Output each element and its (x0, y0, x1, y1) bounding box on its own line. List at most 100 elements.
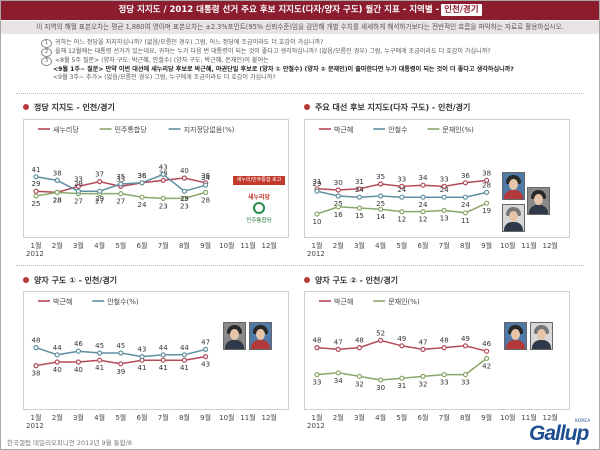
data-point (54, 189, 60, 196)
data-label: 33 (440, 379, 449, 387)
data-label: 40 (180, 167, 189, 175)
data-point (314, 188, 320, 194)
data-label: 32 (355, 380, 364, 388)
section-divider (16, 265, 584, 266)
footer-source: 한국갤럽 데일리오피니언 2012년 9월 통합/8 (7, 439, 132, 447)
data-label: 27 (95, 198, 104, 206)
month-tick-label: 10월 (500, 242, 516, 250)
month-tick-label: 4월 (375, 242, 387, 250)
data-point (356, 205, 363, 211)
data-label: 44 (159, 344, 168, 352)
data-point (399, 343, 405, 349)
data-point (335, 204, 341, 210)
month-tick-label: 2월 (51, 242, 63, 250)
data-label: 32 (419, 380, 428, 388)
month-tick-label: 11월 (521, 414, 537, 422)
legend-label: 문재인(%) (388, 297, 420, 306)
data-point (484, 177, 490, 184)
data-label: 44 (53, 344, 62, 352)
month-tick-label: 6월 (417, 242, 429, 250)
month-tick-label: 9월 (200, 242, 212, 250)
data-point (33, 188, 39, 194)
data-point (181, 195, 187, 202)
data-point (75, 188, 82, 194)
year-label: 2012 (26, 250, 44, 258)
data-point (377, 206, 384, 212)
data-label: 31 (355, 178, 364, 186)
legend-label: 민주통합당 (115, 125, 148, 134)
data-point (462, 343, 468, 349)
month-tick-label: 5월 (396, 414, 408, 422)
data-point (377, 193, 384, 199)
chart-svg: 박근혜 문재인(%) 48 47 48 52 49 47 48 49 46 33 34 32 30 31 32 3… (313, 297, 492, 392)
candidate-photo-ahn (527, 187, 550, 215)
chart-multi-candidate: 박근혜 안철수 문재인(%) 31 30 31 35 33 34 33 36 38 29 25 24 25 24… (304, 119, 570, 238)
data-point (420, 182, 426, 188)
party-logos: 새누리/민주통합 로고 새누리당 민주통합당 (233, 176, 285, 228)
data-point (75, 183, 82, 190)
legend-label: 문재인(%) (442, 125, 474, 134)
month-tick-label: 12월 (261, 242, 277, 250)
legend-label: 안철수(%) (107, 297, 139, 306)
data-point (96, 188, 103, 194)
data-point (356, 373, 363, 380)
data-label: 42 (482, 362, 491, 370)
candidate-photo-moon (502, 204, 525, 232)
data-label: 12 (397, 216, 406, 224)
data-point (314, 371, 320, 378)
photo-suit (225, 340, 244, 349)
question-text: <9월 1주~ 질문> 만약 이번 대선에 새누리당 후보로 박근혜, 야권단일… (53, 66, 514, 73)
data-label: 33 (440, 175, 449, 183)
data-point (441, 371, 447, 378)
data-label: 30 (334, 179, 343, 187)
data-point (33, 344, 39, 351)
data-point (33, 174, 39, 180)
data-label: 37 (95, 171, 104, 179)
data-label: 25 (334, 200, 343, 208)
data-label: 52 (376, 329, 385, 337)
data-label: 12 (419, 216, 428, 224)
question-text: 올해 12월에는 대통령 선거가 있는데요, 귀하는 누가 다음 번 대통령이 … (55, 48, 491, 55)
data-point (462, 180, 468, 186)
month-tick-label: 8월 (178, 242, 190, 250)
data-label: 29 (32, 180, 41, 188)
data-label: 23 (159, 202, 168, 210)
month-tick-label: 12월 (542, 242, 558, 250)
data-label: 11 (461, 217, 470, 225)
chart-svg: 박근혜 안철수(%) 38 40 40 41 39 41 41 41 43 48 44 46 45 45 43 4… (32, 297, 211, 378)
month-tick-label: 10월 (219, 414, 235, 422)
data-point (54, 359, 60, 365)
photo-suit (251, 340, 270, 349)
panel-title-two-way-2: 양자 구도 ② - 인천/경기 (304, 275, 398, 286)
photo-suit (506, 340, 525, 349)
candidate-photo-moon (530, 322, 553, 350)
data-label: 48 (313, 337, 322, 345)
candidate-photo-park (249, 322, 272, 350)
data-label: 30 (376, 384, 385, 392)
data-point (96, 178, 103, 185)
month-tick-label: 11월 (240, 242, 256, 250)
chart-two-way-1: 박근혜 안철수(%) 38 40 40 41 39 41 41 41 43 48 44 46 45 45 43 4… (23, 291, 289, 410)
data-label: 28 (201, 196, 210, 204)
data-label: 43 (159, 163, 168, 171)
data-point (356, 344, 363, 351)
data-label: 45 (95, 342, 104, 350)
minju-logo-icon (253, 202, 265, 214)
data-point (54, 177, 60, 184)
data-label: 27 (74, 198, 83, 206)
legend-label: 안철수 (388, 125, 408, 134)
data-point (118, 350, 124, 356)
month-tick-label: 7월 (157, 242, 169, 250)
gallup-logo-sub: KOREA (575, 419, 591, 424)
data-label: 24 (461, 201, 470, 209)
year-label: 2012 (26, 422, 44, 430)
data-point (420, 373, 426, 380)
data-label: 25 (376, 200, 385, 208)
data-point (203, 346, 209, 353)
panel-title-multi-candidate: 주요 대선 후보 지지도(다자 구도) - 인천/경기 (304, 102, 470, 113)
data-point (181, 357, 187, 363)
month-tick-label: 7월 (438, 414, 450, 422)
month-tick-label: 9월 (481, 242, 493, 250)
month-tick-label: 1월 (311, 414, 323, 422)
